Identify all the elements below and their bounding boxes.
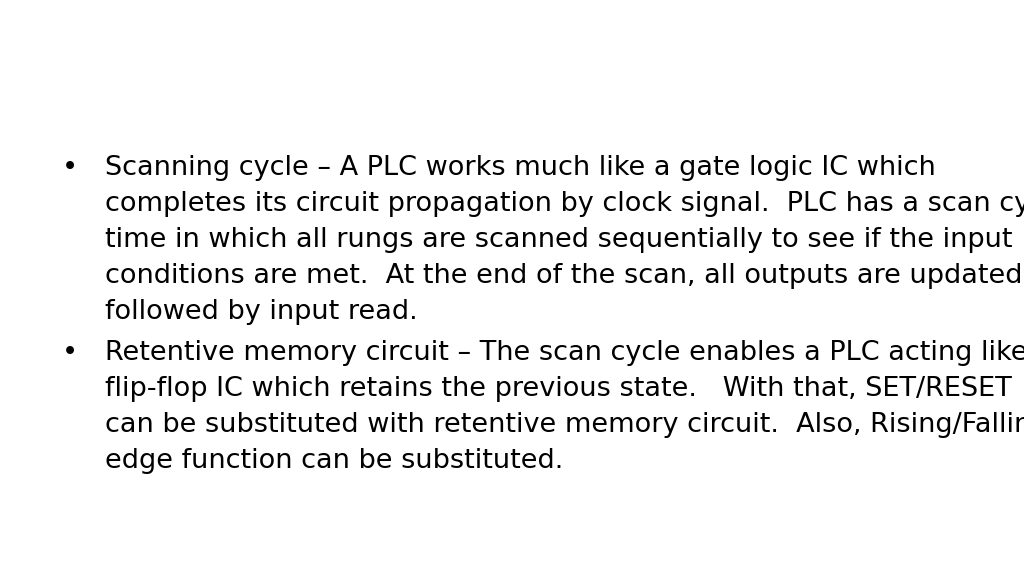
- Text: •: •: [62, 155, 78, 181]
- Text: can be substituted with retentive memory circuit.  Also, Rising/Falling: can be substituted with retentive memory…: [105, 412, 1024, 438]
- Text: followed by input read.: followed by input read.: [105, 299, 418, 325]
- Text: conditions are met.  At the end of the scan, all outputs are updated,: conditions are met. At the end of the sc…: [105, 263, 1024, 289]
- Text: Retentive memory circuit – The scan cycle enables a PLC acting like a: Retentive memory circuit – The scan cycl…: [105, 340, 1024, 366]
- Text: completes its circuit propagation by clock signal.  PLC has a scan cycle: completes its circuit propagation by clo…: [105, 191, 1024, 217]
- Text: edge function can be substituted.: edge function can be substituted.: [105, 448, 563, 474]
- Text: •: •: [62, 340, 78, 366]
- Text: flip-flop IC which retains the previous state.   With that, SET/RESET: flip-flop IC which retains the previous …: [105, 376, 1012, 402]
- Text: Scanning cycle – A PLC works much like a gate logic IC which: Scanning cycle – A PLC works much like a…: [105, 155, 936, 181]
- Text: time in which all rungs are scanned sequentially to see if the input: time in which all rungs are scanned sequ…: [105, 227, 1013, 253]
